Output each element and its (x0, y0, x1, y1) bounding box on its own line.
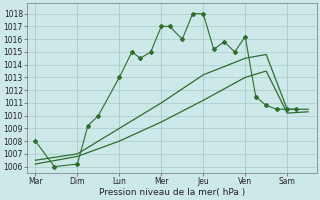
X-axis label: Pression niveau de la mer( hPa ): Pression niveau de la mer( hPa ) (99, 188, 245, 197)
